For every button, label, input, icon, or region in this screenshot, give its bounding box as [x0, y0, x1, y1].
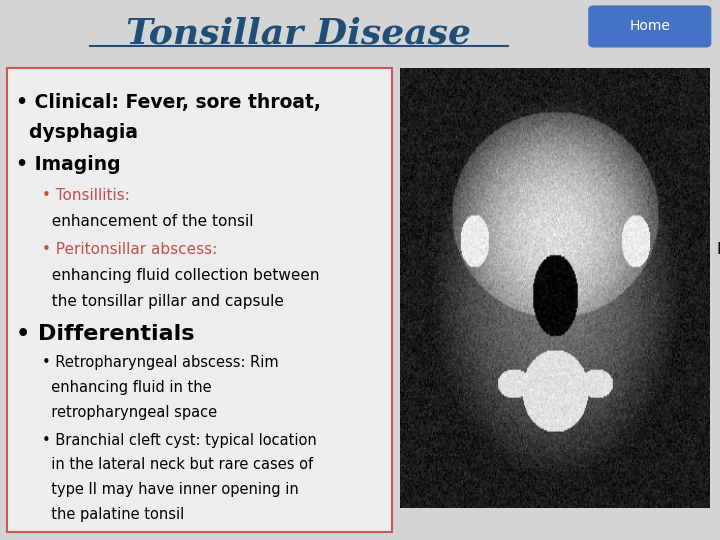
Text: enhancing fluid in the: enhancing fluid in the: [42, 380, 212, 395]
FancyBboxPatch shape: [588, 5, 711, 48]
Text: • Imaging: • Imaging: [16, 155, 120, 174]
Text: Enlargement and: Enlargement and: [447, 188, 579, 203]
FancyBboxPatch shape: [7, 68, 392, 532]
Text: • Peritonsillar abscess:: • Peritonsillar abscess:: [42, 242, 222, 257]
Text: in the lateral neck but rare cases of: in the lateral neck but rare cases of: [42, 457, 313, 472]
Text: • Tonsillitis:: • Tonsillitis:: [42, 188, 135, 203]
Text: • Differentials: • Differentials: [16, 323, 194, 344]
Text: • Retropharyngeal abscess: Rim: • Retropharyngeal abscess: Rim: [42, 355, 279, 370]
Text: retropharyngeal space: retropharyngeal space: [42, 405, 217, 420]
Text: • Clinical: Fever, sore throat,: • Clinical: Fever, sore throat,: [16, 93, 320, 112]
Text: Rim-: Rim-: [717, 242, 720, 257]
Text: the palatine tonsil: the palatine tonsil: [42, 507, 184, 522]
Text: type II may have inner opening in: type II may have inner opening in: [42, 482, 299, 497]
Text: Home: Home: [629, 19, 670, 33]
Text: dysphagia: dysphagia: [16, 123, 138, 142]
Text: Tonsillar Disease: Tonsillar Disease: [126, 17, 472, 50]
Text: enhancement of the tonsil: enhancement of the tonsil: [42, 214, 253, 229]
Text: the tonsillar pillar and capsule: the tonsillar pillar and capsule: [42, 294, 284, 309]
Text: • Branchial cleft cyst: typical location: • Branchial cleft cyst: typical location: [42, 433, 317, 448]
Text: enhancing fluid collection between: enhancing fluid collection between: [42, 268, 319, 283]
